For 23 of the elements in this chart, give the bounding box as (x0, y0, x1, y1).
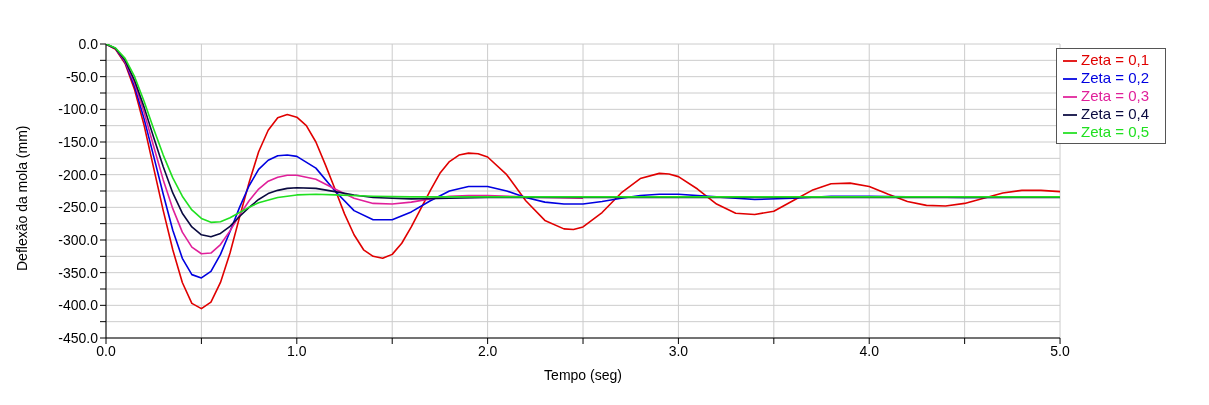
y-tick-label: -400.0 (58, 297, 99, 314)
x-tick-label: 0.0 (96, 342, 116, 359)
legend-label: Zeta = 0,5 (1081, 123, 1149, 140)
y-tick-label: -150.0 (58, 133, 99, 150)
y-tick-label: -250.0 (58, 199, 99, 216)
legend-label: Zeta = 0,4 (1081, 105, 1149, 122)
legend-label: Zeta = 0,3 (1081, 87, 1149, 104)
y-tick-label: -450.0 (58, 329, 99, 346)
y-tick-label: 0.0 (78, 35, 99, 52)
x-tick-label: 2.0 (477, 342, 498, 359)
x-tick-label: 1.0 (287, 342, 307, 359)
y-tick-label: -350.0 (58, 264, 99, 281)
y-axis-title: Deflexão da mola (mm) (13, 125, 30, 271)
x-axis-title: Tempo (seg) (544, 367, 622, 383)
y-tick-label: -200.0 (58, 166, 99, 183)
y-tick-label: -300.0 (58, 231, 99, 248)
x-tick-label: 5.0 (1050, 342, 1070, 359)
x-tick-label: 3.0 (668, 342, 689, 359)
legend-label: Zeta = 0,2 (1081, 69, 1149, 86)
y-tick-label: -100.0 (58, 101, 99, 118)
y-tick-label: -50.0 (66, 68, 99, 85)
x-tick-label: 4.0 (859, 342, 880, 359)
legend-label: Zeta = 0,1 (1081, 51, 1149, 68)
